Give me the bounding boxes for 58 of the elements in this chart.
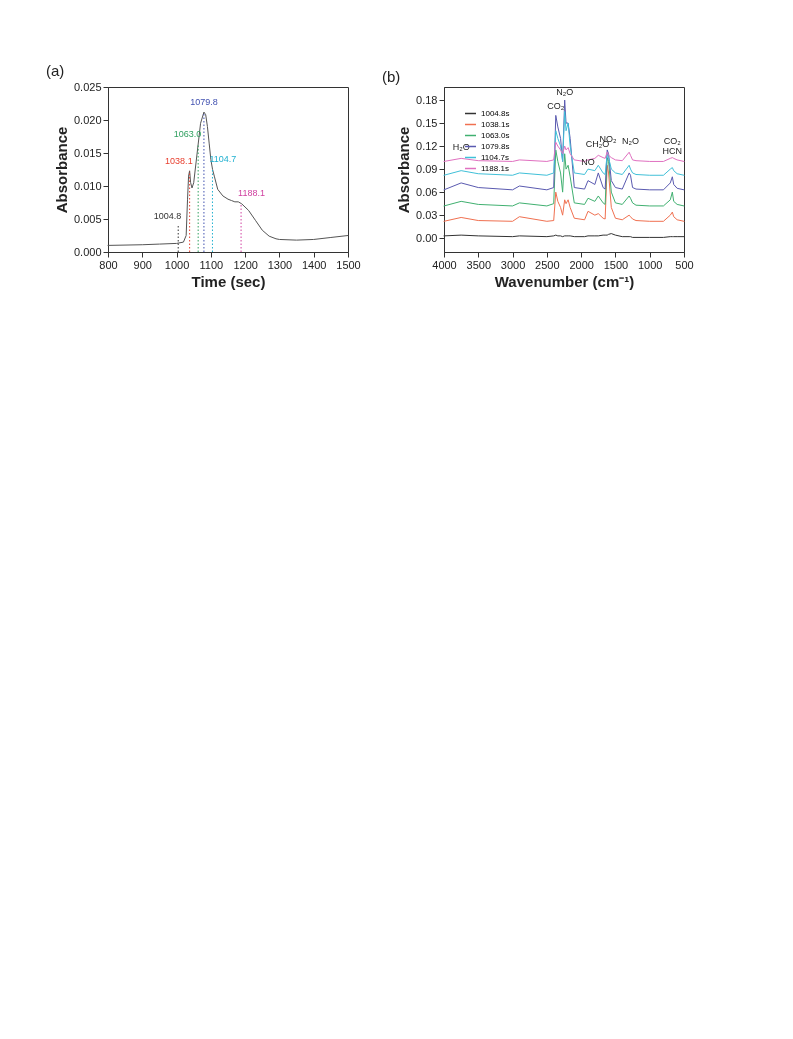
y-axis-title: Absorbance	[52, 126, 70, 214]
x-tick-label: 1500	[603, 258, 629, 271]
annotation: H₂O	[452, 141, 470, 152]
legend-label: 1188.1s	[481, 163, 509, 173]
x-tick-label: 3000	[500, 258, 526, 271]
x-axis-title: Wavenumber (cm⁻¹)	[494, 272, 635, 290]
x-tick-label: 800	[99, 258, 118, 271]
x-tick-label: 1500	[336, 258, 361, 271]
ref-line-label: 1038.1	[165, 156, 193, 167]
line-series	[443, 164, 685, 222]
annotation: N₂O	[622, 135, 640, 146]
y-tick-label: 0.025	[73, 80, 102, 93]
ref-line-label: 1079.8	[190, 97, 218, 108]
x-tick-label: 500	[675, 258, 694, 271]
line-series	[443, 111, 685, 176]
x-tick-label: 1000	[164, 258, 190, 271]
y-tick-label: 0.03	[416, 208, 438, 221]
annotation: N₂O	[556, 86, 574, 97]
y-axis-title: Absorbance	[395, 126, 413, 214]
ref-line-label: 1188.1	[238, 188, 265, 199]
annotation: CO₂	[663, 135, 682, 146]
x-tick-label: 4000	[432, 258, 457, 271]
y-tick-label: 0.12	[416, 139, 438, 152]
y-tick-label: 0.010	[73, 179, 102, 192]
ref-line-label: 1104.7	[209, 153, 237, 164]
annotation: HCN	[662, 145, 683, 156]
y-tick-label: 0.005	[73, 212, 102, 225]
y-tick-label: 0.15	[416, 116, 438, 129]
annotation: CO₂	[547, 101, 565, 112]
x-tick-label: 3500	[466, 258, 492, 271]
x-tick-label: 1100	[199, 258, 224, 271]
line-series	[107, 111, 349, 246]
x-axis-title: Time (sec)	[191, 272, 266, 290]
x-tick-label: 1400	[301, 258, 327, 271]
chart-title: (a)	[46, 62, 65, 79]
y-tick-label: 0.09	[416, 162, 438, 175]
y-tick-label: 0.015	[73, 146, 102, 159]
x-tick-label: 1300	[267, 258, 293, 271]
x-tick-label: 2000	[569, 258, 594, 271]
x-tick-label: 2500	[535, 258, 560, 271]
annotation: NO	[581, 157, 595, 168]
legend-label: 1038.1s	[481, 119, 510, 129]
legend-label: 1079.8s	[481, 141, 510, 151]
y-tick-label: 0.020	[73, 113, 102, 126]
legend-label: 1104.7s	[481, 152, 509, 162]
chart-title: (b)	[382, 68, 401, 85]
y-tick-label: 0.000	[73, 245, 102, 258]
line-series	[443, 149, 685, 207]
legend-label: 1063.0s	[481, 130, 510, 140]
ref-line-label: 1063.0	[173, 129, 202, 140]
x-tick-label: 1200	[233, 258, 258, 271]
x-tick-label: 1000	[637, 258, 663, 271]
legend-label: 1004.8s	[481, 108, 510, 118]
ref-line-label: 1004.8	[153, 210, 182, 221]
x-tick-label: 900	[133, 258, 152, 271]
y-tick-label: 0.00	[416, 231, 438, 244]
y-tick-label: 0.18	[416, 93, 438, 106]
y-tick-label: 0.06	[416, 185, 438, 198]
